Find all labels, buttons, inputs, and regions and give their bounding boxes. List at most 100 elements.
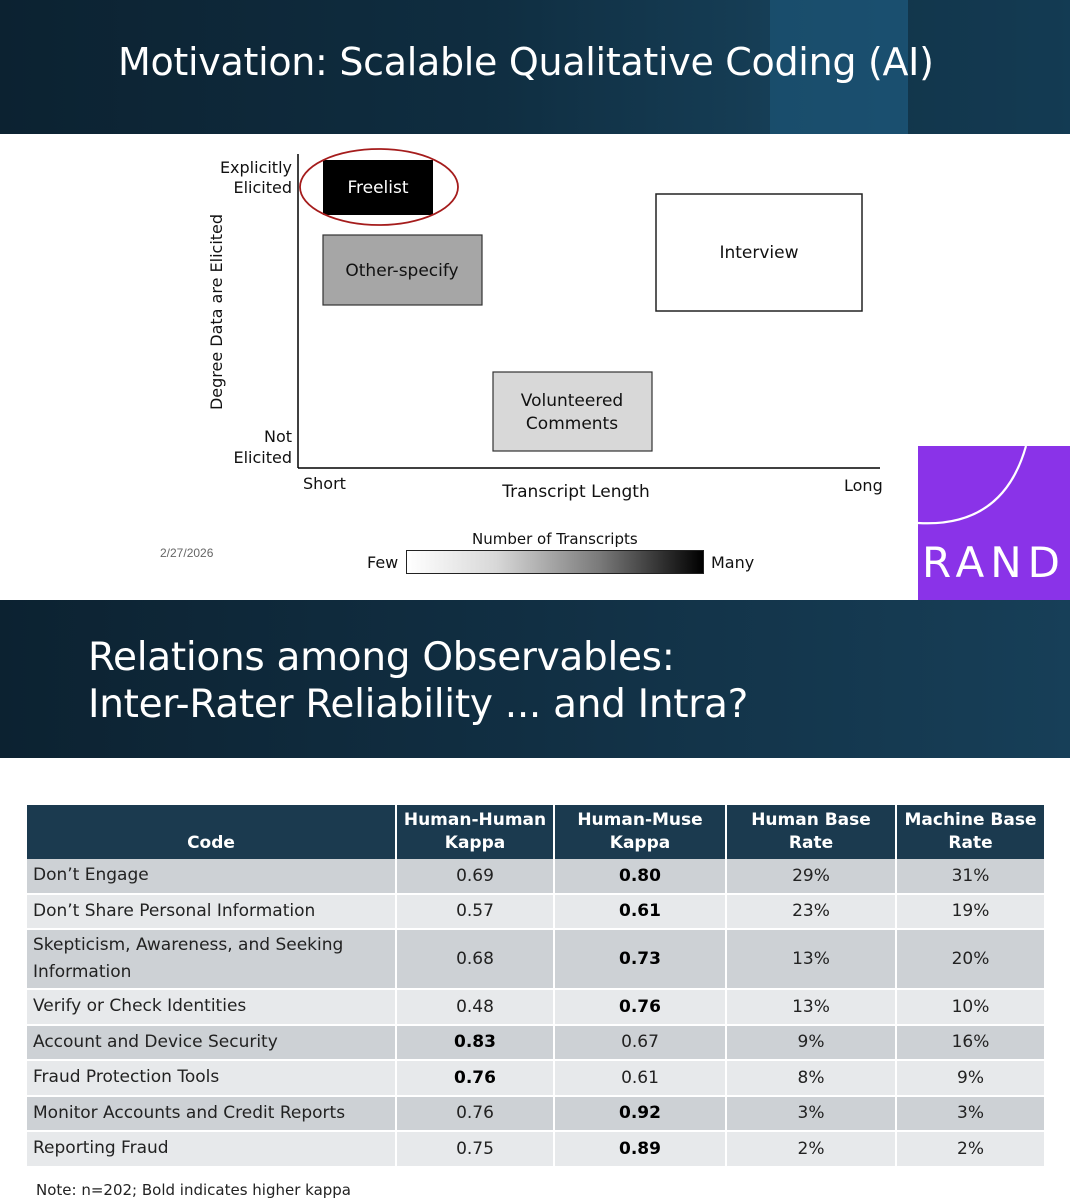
volunteered-label-line1: Volunteered xyxy=(521,391,623,411)
other-specify-label: Other-specify xyxy=(345,261,458,281)
cell-hm-kappa: 0.67 xyxy=(555,1025,727,1061)
rand-logo-text: RAND xyxy=(922,538,1066,587)
cell-code: Monitor Accounts and Credit Reports xyxy=(27,1096,397,1132)
header-code-label: Code xyxy=(187,833,235,853)
volunteered-label-line2: Comments xyxy=(526,414,618,434)
cell-hh-kappa: 0.57 xyxy=(397,894,555,930)
rand-logo: RAND xyxy=(918,446,1070,600)
cell-hm-kappa: 0.73 xyxy=(555,930,727,990)
interview-label: Interview xyxy=(719,243,798,263)
cell-code: Fraud Protection Tools xyxy=(27,1061,397,1097)
legend-gradient-bar xyxy=(406,550,704,574)
x-right-label: Long xyxy=(844,476,883,495)
cell-hh-kappa: 0.75 xyxy=(397,1132,555,1168)
cell-machine-base-rate: 16% xyxy=(897,1025,1044,1061)
cell-code: Account and Device Security xyxy=(27,1025,397,1061)
y-bottom-label-line1: Not xyxy=(264,427,292,446)
table-row: Don’t Engage 0.69 0.80 29% 31% xyxy=(27,859,1044,895)
slide1-right-margin xyxy=(910,134,1070,446)
cell-human-base-rate: 8% xyxy=(727,1061,897,1097)
cell-hm-kappa: 0.80 xyxy=(555,859,727,895)
slide2-title-line2: Inter-Rater Reliability ... and Intra? xyxy=(88,682,749,727)
cell-human-base-rate: 13% xyxy=(727,990,897,1026)
cell-hh-kappa: 0.83 xyxy=(397,1025,555,1061)
y-top-label-line1: Explicitly xyxy=(220,158,292,177)
table-row: Monitor Accounts and Credit Reports 0.76… xyxy=(27,1096,1044,1132)
cell-machine-base-rate: 19% xyxy=(897,894,1044,930)
x-axis-title: Transcript Length xyxy=(501,482,649,502)
header-human-base-rate: Human Base Rate xyxy=(727,805,897,859)
header-hh-line2: Kappa xyxy=(444,833,506,853)
interview-box xyxy=(655,193,863,312)
inter-rater-reliability-table: Code Human-Human Kappa Human-Muse Kappa Hu… xyxy=(27,805,1044,1168)
header-hb-line1: Human Base xyxy=(751,810,871,830)
cell-hm-kappa: 0.92 xyxy=(555,1096,727,1132)
header-human-human-kappa: Human-Human Kappa xyxy=(397,805,555,859)
cell-machine-base-rate: 31% xyxy=(897,859,1044,895)
slide2-title-line1: Relations among Observables: xyxy=(88,635,675,680)
legend-title: Number of Transcripts xyxy=(472,530,638,548)
cell-hm-kappa: 0.61 xyxy=(555,894,727,930)
slide1-title: Motivation: Scalable Qualitative Coding … xyxy=(118,40,934,84)
cell-machine-base-rate: 10% xyxy=(897,990,1044,1026)
y-top-label-line2: Elicited xyxy=(233,178,292,197)
header-mb-line2: Rate xyxy=(948,833,993,853)
cell-machine-base-rate: 3% xyxy=(897,1096,1044,1132)
elicitation-diagram: Degree Data are Elicited Explicitly Elic… xyxy=(207,148,883,502)
table-row: Account and Device Security 0.83 0.67 9%… xyxy=(27,1025,1044,1061)
header-hh-line1: Human-Human xyxy=(403,810,547,830)
cell-human-base-rate: 23% xyxy=(727,894,897,930)
header-hb-line2: Rate xyxy=(788,833,834,853)
slide1-header: Motivation: Scalable Qualitative Coding … xyxy=(0,0,1070,134)
cell-machine-base-rate: 9% xyxy=(897,1061,1044,1097)
table-note: Note: n=202; Bold indicates higher kappa xyxy=(36,1181,351,1199)
y-bottom-label-line2: Elicited xyxy=(233,448,292,467)
rand-logo-arc-icon xyxy=(918,446,1028,525)
cell-machine-base-rate: 20% xyxy=(897,930,1044,990)
cell-hm-kappa: 0.89 xyxy=(555,1132,727,1168)
cell-hm-kappa: 0.76 xyxy=(555,990,727,1026)
header-machine-base-rate: Machine Base Rate xyxy=(897,805,1044,859)
legend-low-label: Few xyxy=(367,553,399,572)
y-axis-title: Degree Data are Elicited xyxy=(207,214,226,410)
slide2-header: Relations among Observables: Inter-Rater… xyxy=(0,600,1070,758)
volunteered-comments-box xyxy=(492,371,653,452)
cell-code: Don’t Engage xyxy=(27,859,397,895)
cell-machine-base-rate: 2% xyxy=(897,1132,1044,1168)
cell-hh-kappa: 0.76 xyxy=(397,1061,555,1097)
slide-date: 2/27/2026 xyxy=(160,546,214,560)
table-row: Verify or Check Identities 0.48 0.76 13%… xyxy=(27,990,1044,1026)
header-mb-line1: Machine Base xyxy=(904,810,1037,830)
cell-hh-kappa: 0.76 xyxy=(397,1096,555,1132)
cell-code: Reporting Fraud xyxy=(27,1132,397,1168)
slide-relations: Relations among Observables: Inter-Rater… xyxy=(0,600,1070,1200)
cell-hh-kappa: 0.48 xyxy=(397,990,555,1026)
freelist-label: Freelist xyxy=(347,178,408,198)
cell-human-base-rate: 29% xyxy=(727,859,897,895)
table-row: Don’t Share Personal Information 0.57 0.… xyxy=(27,894,1044,930)
header-band xyxy=(770,0,908,134)
header-band-dark xyxy=(908,0,1070,134)
cell-human-base-rate: 9% xyxy=(727,1025,897,1061)
other-specify-box xyxy=(322,234,483,306)
header-code: Code xyxy=(27,805,397,859)
freelist-highlight-ellipse xyxy=(299,148,459,226)
cell-hh-kappa: 0.68 xyxy=(397,930,555,990)
table-row: Skepticism, Awareness, and Seeking Infor… xyxy=(27,930,1044,990)
cell-code: Don’t Share Personal Information xyxy=(27,894,397,930)
header-hm-line1: Human-Muse xyxy=(577,810,703,830)
freelist-box xyxy=(323,160,433,215)
table-header-row: Code Human-Human Kappa Human-Muse Kappa Hu… xyxy=(27,805,1044,859)
slide2-title: Relations among Observables: Inter-Rater… xyxy=(88,634,748,728)
header-human-muse-kappa: Human-Muse Kappa xyxy=(555,805,727,859)
cell-code: Verify or Check Identities xyxy=(27,990,397,1026)
x-left-label: Short xyxy=(303,474,346,493)
header-hm-line2: Kappa xyxy=(609,833,671,853)
cell-human-base-rate: 13% xyxy=(727,930,897,990)
cell-human-base-rate: 2% xyxy=(727,1132,897,1168)
cell-human-base-rate: 3% xyxy=(727,1096,897,1132)
cell-code: Skepticism, Awareness, and Seeking Infor… xyxy=(27,930,397,990)
table-row: Reporting Fraud 0.75 0.89 2% 2% xyxy=(27,1132,1044,1168)
cell-hm-kappa: 0.61 xyxy=(555,1061,727,1097)
table-row: Fraud Protection Tools 0.76 0.61 8% 9% xyxy=(27,1061,1044,1097)
